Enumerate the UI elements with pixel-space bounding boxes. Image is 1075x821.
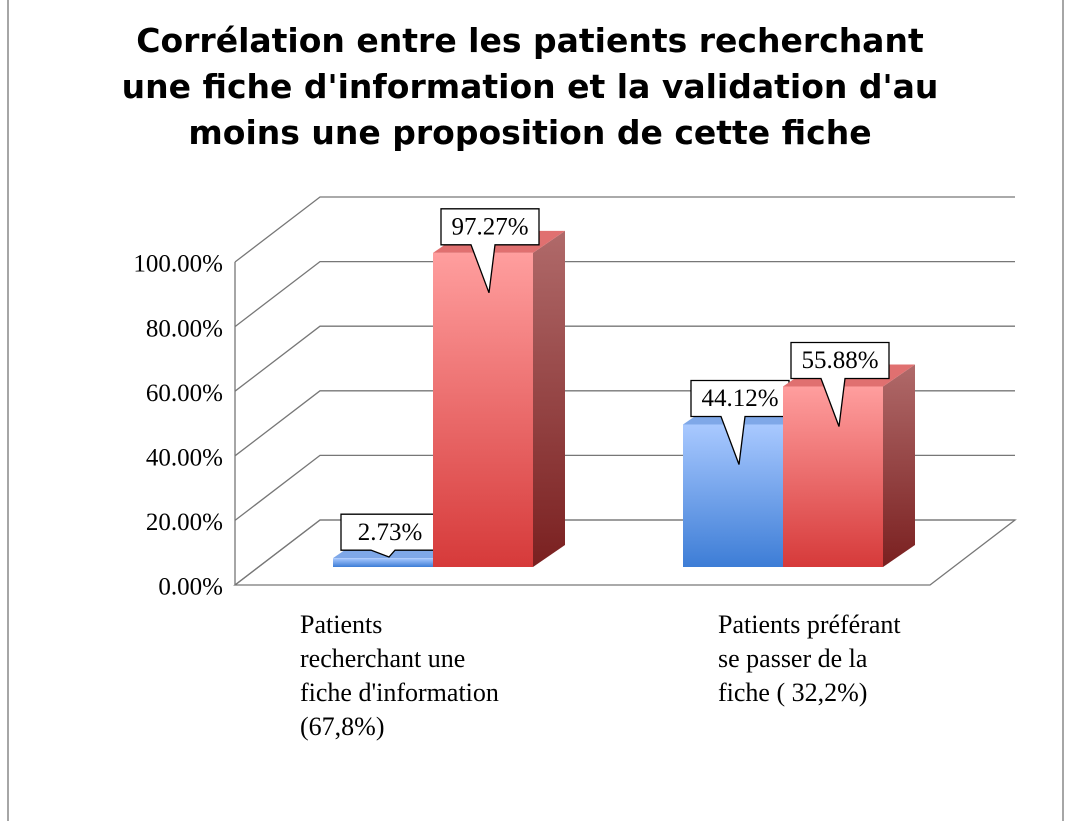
x-tick-label: Patients préférant se passer de la fiche… <box>718 610 901 707</box>
bar <box>783 386 883 567</box>
grid-line <box>234 260 1015 328</box>
x-tick-label: Patients recherchant une fiche d'informa… <box>300 610 499 741</box>
grid-line <box>234 196 1015 263</box>
y-tick-label: 100.00% <box>133 251 223 278</box>
y-tick-label: 0.00% <box>158 574 223 601</box>
callout-box <box>790 341 890 427</box>
data-label: 44.12% <box>701 385 778 412</box>
bar-side <box>883 364 915 567</box>
y-tick-label: 60.00% <box>146 380 223 407</box>
bar-side <box>533 230 565 567</box>
data-label: 55.88% <box>801 347 878 374</box>
bar <box>433 252 533 567</box>
y-tick-label: 40.00% <box>146 445 223 472</box>
grid-line <box>234 325 1015 392</box>
y-tick-label: 80.00% <box>146 315 223 342</box>
data-label: 2.73% <box>358 519 423 546</box>
frame <box>7 0 1064 821</box>
chart-title: Corrélation entre les patients rechercha… <box>121 21 939 152</box>
y-tick-label: 20.00% <box>146 509 223 536</box>
data-label: 97.27% <box>451 214 528 241</box>
callout-box <box>440 208 540 294</box>
bar <box>333 558 433 567</box>
